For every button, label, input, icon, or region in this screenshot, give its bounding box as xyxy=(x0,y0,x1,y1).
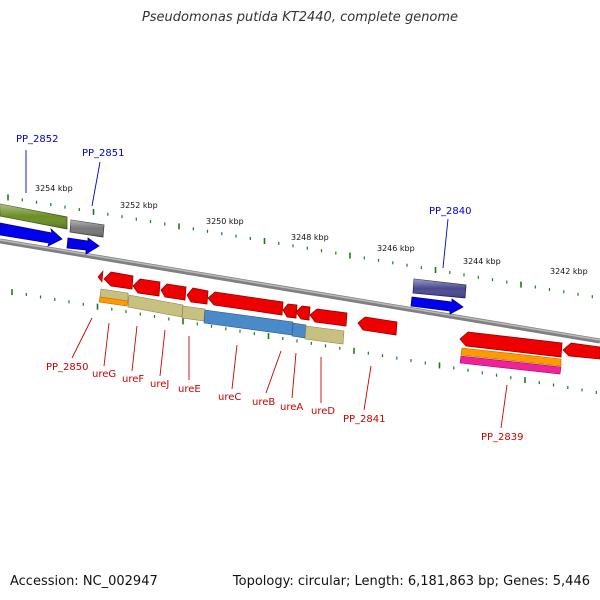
label-uref[interactable]: ureF xyxy=(122,374,144,385)
gene-uree-arrow[interactable] xyxy=(186,287,209,305)
leader-pp2841 xyxy=(363,365,372,411)
scale-label-3246: 3246 kbp xyxy=(377,244,415,253)
label-pp2850[interactable]: PP_2850 xyxy=(46,362,89,373)
gene-pp2851-arrow[interactable] xyxy=(66,237,100,255)
cds-pp2850-orange[interactable] xyxy=(98,296,129,307)
label-urea[interactable]: ureA xyxy=(280,402,303,413)
cds-pp2839-magenta[interactable] xyxy=(459,355,562,375)
scale-label-3254: 3254 kbp xyxy=(35,184,73,193)
leader-urej xyxy=(159,329,166,377)
cds-pp2840-shade xyxy=(413,279,466,298)
cds-urej-khaki[interactable] xyxy=(181,305,206,322)
gene-uref-arrow[interactable] xyxy=(132,278,161,297)
leader-pp2851 xyxy=(91,161,101,207)
label-urej[interactable]: ureJ xyxy=(150,379,169,390)
leader-pp2839 xyxy=(500,384,508,429)
label-pp2841[interactable]: PP_2841 xyxy=(343,414,386,425)
cds-pp2839-orange[interactable] xyxy=(460,347,562,367)
gene-labels: PP_2852 PP_2851 PP_2840 PP_2850 ureG ure… xyxy=(16,134,524,443)
label-pp2840[interactable]: PP_2840 xyxy=(429,206,472,217)
label-pp2852[interactable]: PP_2852 xyxy=(16,134,59,145)
label-ured[interactable]: ureD xyxy=(311,406,335,417)
gene-urej-arrow[interactable] xyxy=(160,283,187,301)
scale-label-3242: 3242 kbp xyxy=(550,267,588,276)
lower-genes xyxy=(97,270,600,360)
topology-text: Topology: circular; Length: 6,181,863 bp… xyxy=(232,574,590,589)
genome-backbone-highlight xyxy=(0,239,600,341)
gene-ureb-arrow[interactable] xyxy=(282,303,298,319)
cds-ured-khaki[interactable] xyxy=(304,325,345,345)
leader-pp2850 xyxy=(71,317,93,359)
label-uree[interactable]: ureE xyxy=(178,384,201,395)
upper-features xyxy=(0,203,467,315)
map-title: Pseudomonas putida KT2440, complete geno… xyxy=(141,10,459,25)
leader-urec xyxy=(231,344,238,390)
leader-pp2840 xyxy=(442,218,449,269)
scale-label-3244: 3244 kbp xyxy=(463,257,501,266)
scale-label-3252: 3252 kbp xyxy=(120,201,158,210)
gene-pp2840-arrow[interactable] xyxy=(410,296,464,315)
leader-uref xyxy=(131,325,138,372)
gene-pp2852-arrow[interactable] xyxy=(0,222,63,247)
scale-label-3250: 3250 kbp xyxy=(206,217,244,226)
gene-ured-arrow[interactable] xyxy=(309,308,348,327)
scale-ticks xyxy=(7,194,597,394)
label-ureb[interactable]: ureB xyxy=(252,397,275,408)
label-pp2839[interactable]: PP_2839 xyxy=(481,432,524,443)
leader-ureb xyxy=(265,350,282,394)
gene-ureg-arrow[interactable] xyxy=(103,271,134,290)
gene-urea-arrow[interactable] xyxy=(295,305,311,321)
gene-pp2850-arrow[interactable] xyxy=(97,270,104,283)
accession-text: Accession: NC_002947 xyxy=(10,574,158,589)
lower-cds xyxy=(98,288,562,375)
cds-pp2852-shade xyxy=(0,204,67,229)
leader-urea xyxy=(291,352,297,399)
label-ureg[interactable]: ureG xyxy=(92,369,116,380)
label-pp2851[interactable]: PP_2851 xyxy=(82,148,125,159)
cds-ureb-steelblue[interactable] xyxy=(291,322,307,339)
label-urec[interactable]: ureC xyxy=(218,392,241,403)
gene-pp2838-arrow[interactable] xyxy=(562,342,600,360)
gene-pp2839-arrow[interactable] xyxy=(459,331,563,358)
cds-pp2851-shade xyxy=(70,220,104,237)
gene-pp2841-arrow[interactable] xyxy=(357,316,398,336)
gene-urec-arrow[interactable] xyxy=(207,291,284,316)
leader-lines xyxy=(25,150,508,429)
scale-label-3248: 3248 kbp xyxy=(291,233,329,242)
leader-ureg xyxy=(103,322,110,367)
